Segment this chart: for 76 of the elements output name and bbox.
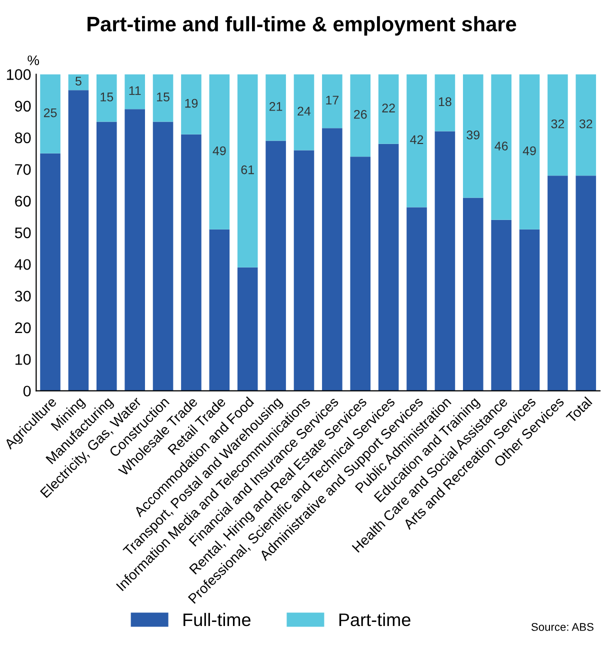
bar	[96, 122, 117, 391]
data-label: 24	[298, 106, 311, 116]
bar	[491, 220, 512, 391]
bar	[491, 74, 512, 220]
bar	[406, 74, 427, 208]
bar	[68, 74, 89, 90]
bar	[548, 74, 568, 176]
bar	[266, 140, 286, 391]
bar	[462, 198, 484, 391]
bar	[181, 134, 202, 391]
data-label: 61	[241, 165, 254, 174]
data-label: 26	[354, 110, 367, 119]
y-tick-label: 0	[23, 386, 31, 397]
data-label: 49	[212, 146, 226, 156]
y-tick-label: 60	[15, 196, 31, 207]
bar	[266, 74, 286, 141]
bar	[548, 176, 568, 391]
y-axis-title: %	[28, 55, 40, 66]
data-label: 17	[326, 96, 339, 104]
bar	[181, 74, 202, 134]
bar	[209, 74, 230, 230]
y-tick-label: 40	[14, 259, 31, 270]
bar	[237, 267, 258, 391]
bar	[406, 207, 427, 391]
data-label: 46	[494, 142, 508, 150]
data-label: 11	[129, 86, 141, 95]
y-tick-label: 20	[15, 322, 31, 334]
bar	[322, 74, 342, 128]
data-label: 15	[157, 92, 170, 102]
bar	[434, 74, 456, 132]
source-note: Source: ABS	[531, 623, 594, 631]
bar	[462, 74, 484, 198]
bar	[96, 74, 117, 122]
bar	[40, 153, 60, 391]
bar	[322, 128, 342, 391]
y-tick-label: 10	[15, 354, 31, 365]
bar	[576, 74, 596, 176]
y-tick-label: 100	[6, 69, 31, 80]
chart-title: Part-time and full-time & employment share	[88, 16, 516, 36]
y-tick-label: 80	[14, 132, 31, 144]
bar	[519, 229, 540, 391]
bar	[152, 122, 174, 391]
bar	[294, 150, 314, 391]
data-label: 32	[551, 119, 564, 128]
bar	[378, 74, 399, 144]
bar	[68, 90, 89, 391]
data-label: 15	[100, 92, 114, 102]
data-label: 49	[522, 146, 536, 156]
bar	[40, 74, 60, 154]
bar	[378, 144, 399, 391]
data-label: 18	[438, 97, 452, 106]
y-tick-label: 90	[15, 100, 31, 112]
data-label: 42	[410, 135, 424, 144]
data-label: 25	[44, 108, 57, 118]
y-tick-label: 30	[14, 290, 31, 302]
data-label: 22	[382, 104, 395, 112]
data-label: 19	[185, 98, 198, 108]
bar	[152, 74, 174, 122]
bar	[519, 74, 540, 230]
data-label: 39	[466, 130, 480, 140]
data-label: 21	[269, 102, 282, 111]
bar	[124, 109, 145, 391]
legend-label: Part-time	[339, 612, 410, 626]
bar	[294, 74, 314, 150]
data-label: 32	[579, 119, 592, 128]
bar	[350, 156, 371, 391]
y-tick-label: 50	[14, 227, 31, 238]
bar	[350, 74, 371, 157]
bar	[209, 229, 230, 391]
data-label: 5	[75, 76, 82, 86]
bar	[237, 74, 258, 268]
bar	[576, 176, 596, 391]
legend-label: Full-time	[184, 612, 250, 626]
bar	[434, 131, 456, 391]
bar	[124, 74, 145, 110]
y-tick-label: 70	[15, 164, 31, 175]
